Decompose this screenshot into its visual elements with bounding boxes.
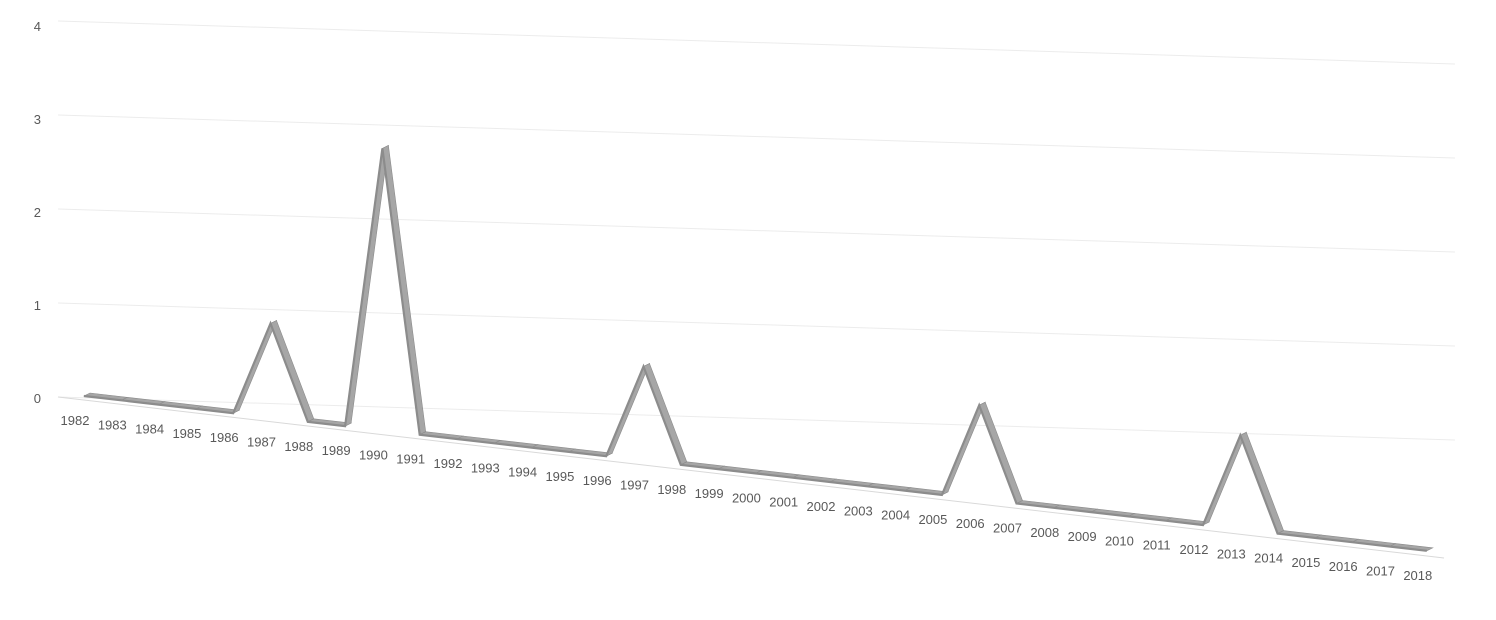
series-segment [644, 364, 687, 465]
x-axis-line [58, 397, 1444, 558]
y-tick-label: 4 [34, 19, 41, 34]
y-tick-label: 1 [34, 298, 41, 313]
gridline-3 [58, 115, 1455, 158]
x-tick-label: 2010 [1105, 533, 1134, 548]
x-tick-label: 2013 [1217, 546, 1246, 561]
x-tick-label: 1999 [695, 486, 724, 501]
x-tick-label: 2014 [1254, 551, 1283, 566]
y-tick-label: 2 [34, 205, 41, 220]
x-tick-label: 2011 [1143, 538, 1171, 553]
series-segment [1240, 432, 1283, 533]
x-tick-label: 2016 [1329, 559, 1358, 574]
x-tick-label: 1989 [322, 443, 351, 458]
x-tick-label: 1997 [620, 478, 649, 493]
x-tick-label: 1983 [98, 417, 127, 432]
x-tick-label: 1992 [434, 456, 463, 471]
x-tick-label: 1984 [135, 422, 164, 437]
gridline-4 [58, 21, 1455, 64]
x-tick-label: 1991 [396, 452, 425, 467]
x-tick-label: 1982 [61, 413, 90, 428]
series-segment [382, 145, 425, 434]
x-tick-label: 2002 [807, 499, 836, 514]
x-tick-label: 2000 [732, 490, 761, 505]
x-tick-label: 2001 [769, 495, 798, 510]
y-tick-label: 0 [34, 391, 41, 406]
x-tick-label: 1994 [508, 465, 537, 480]
x-axis [58, 397, 1444, 558]
x-tick-label: 2003 [844, 503, 873, 518]
gridlines [58, 21, 1455, 440]
x-tick-label: 2007 [993, 521, 1022, 536]
series-segment [979, 402, 1022, 503]
x-tick-label: 2009 [1068, 529, 1097, 544]
x-tick-label: 2004 [881, 508, 910, 523]
x-tick-label: 2018 [1403, 568, 1432, 583]
y-axis-ticks: 0 1 2 3 4 [34, 19, 41, 406]
x-tick-label: 2005 [918, 512, 947, 527]
x-tick-label: 1987 [247, 435, 276, 450]
x-tick-label: 1998 [657, 482, 686, 497]
x-tick-label: 1988 [284, 439, 313, 454]
y-tick-label: 3 [34, 112, 41, 127]
x-tick-label: 1990 [359, 447, 388, 462]
x-tick-label: 1996 [583, 473, 612, 488]
x-tick-label: 2008 [1030, 525, 1059, 540]
x-tick-label: 2006 [956, 516, 985, 531]
x-tick-label: 1986 [210, 430, 239, 445]
series-segment [271, 321, 314, 422]
x-tick-label: 1993 [471, 460, 500, 475]
x-tick-label: 1995 [545, 469, 574, 484]
x-tick-label: 2015 [1291, 555, 1320, 570]
gridline-2 [58, 209, 1455, 252]
x-axis-ticks: 1982 1983 1984 1985 1986 1987 1988 1989 1990 1991… [61, 413, 1433, 583]
x-tick-label: 2017 [1366, 564, 1395, 579]
x-tick-label: 2012 [1180, 542, 1209, 557]
x-tick-label: 1985 [172, 426, 201, 441]
